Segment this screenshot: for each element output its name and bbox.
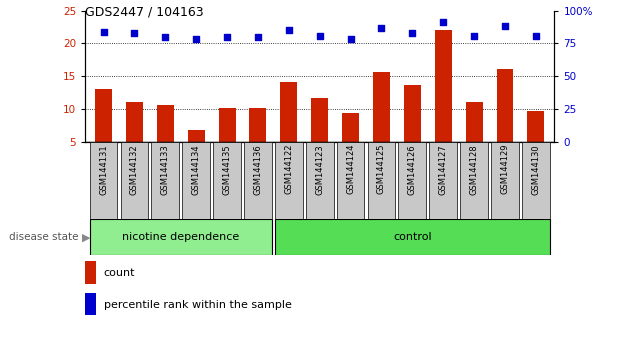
Bar (398, 142, 427, 219)
Text: GSM144128: GSM144128 (469, 144, 479, 195)
Bar (95, 89, 112, 142)
Text: GSM144135: GSM144135 (222, 144, 232, 195)
Bar (373, 72, 390, 142)
Bar (85, 261, 96, 284)
Bar (404, 85, 421, 142)
Point (469, 33, 479, 38)
Point (253, 34, 263, 40)
Bar (522, 142, 550, 219)
Point (284, 28, 294, 33)
Bar (249, 108, 266, 142)
Point (346, 36, 356, 42)
Text: GSM144123: GSM144123 (315, 144, 324, 195)
Text: GSM144125: GSM144125 (377, 144, 386, 194)
Bar (306, 142, 334, 219)
Bar (466, 102, 483, 142)
Point (500, 23, 510, 29)
Text: control: control (393, 232, 432, 242)
Point (129, 30, 139, 36)
Bar (342, 113, 359, 142)
Text: GSM144134: GSM144134 (192, 144, 201, 195)
Bar (151, 142, 179, 219)
Text: GDS2447 / 104163: GDS2447 / 104163 (85, 5, 203, 18)
Point (531, 33, 541, 38)
Bar (89, 219, 272, 255)
Bar (89, 142, 117, 219)
Point (98, 29, 108, 34)
Text: GSM144127: GSM144127 (438, 144, 448, 195)
Bar (367, 142, 396, 219)
Text: GSM144122: GSM144122 (284, 144, 294, 194)
Bar (275, 142, 303, 219)
Bar (336, 142, 365, 219)
Point (408, 30, 418, 36)
Text: GSM144124: GSM144124 (346, 144, 355, 194)
Bar (461, 142, 488, 219)
Point (438, 19, 449, 25)
Bar (244, 142, 272, 219)
Bar (219, 108, 236, 142)
Bar (491, 142, 519, 219)
Point (191, 36, 201, 42)
Bar (435, 30, 452, 142)
Text: GSM144136: GSM144136 (253, 144, 263, 195)
Point (160, 34, 170, 40)
Bar (188, 130, 205, 142)
Text: nicotine dependence: nicotine dependence (122, 232, 239, 242)
Text: percentile rank within the sample: percentile rank within the sample (104, 299, 292, 310)
Bar (275, 219, 550, 255)
Bar (157, 105, 174, 142)
Text: count: count (104, 268, 135, 278)
Bar (527, 112, 544, 142)
Text: GSM144130: GSM144130 (531, 144, 541, 195)
Bar (85, 293, 96, 315)
Text: GSM144133: GSM144133 (161, 144, 170, 195)
Text: GSM144132: GSM144132 (130, 144, 139, 195)
Text: GSM144131: GSM144131 (99, 144, 108, 195)
Point (314, 33, 325, 38)
Bar (213, 142, 241, 219)
Bar (496, 69, 513, 142)
Point (377, 25, 387, 30)
Text: GSM144126: GSM144126 (408, 144, 417, 195)
Bar (182, 142, 210, 219)
Text: GSM144129: GSM144129 (500, 144, 510, 194)
Bar (120, 142, 148, 219)
Bar (311, 98, 328, 142)
Text: ▶: ▶ (82, 232, 90, 242)
Bar (429, 142, 457, 219)
Point (222, 34, 232, 40)
Bar (126, 102, 143, 142)
Text: disease state: disease state (9, 232, 79, 242)
Bar (280, 82, 297, 142)
